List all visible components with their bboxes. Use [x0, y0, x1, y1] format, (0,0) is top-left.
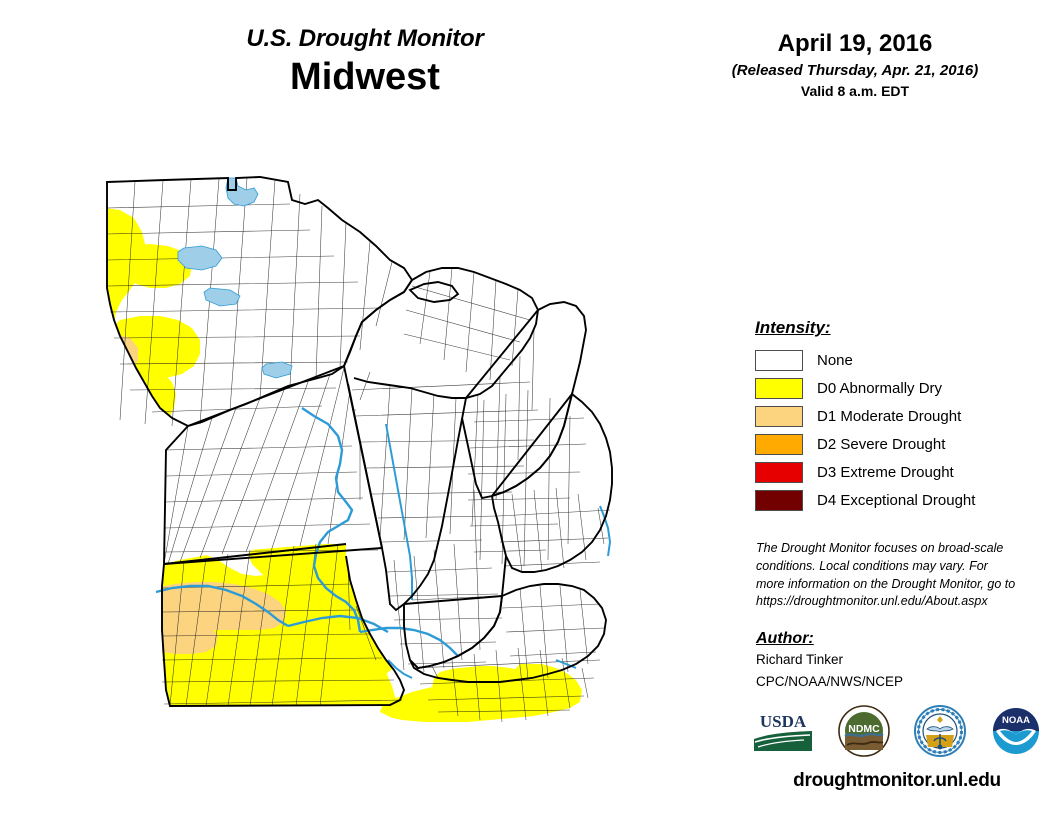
drought-map	[60, 160, 720, 780]
legend-item-none: None	[755, 348, 1015, 372]
legend-title: Intensity:	[755, 318, 831, 337]
author-affiliation: CPC/NOAA/NWS/NCEP	[756, 674, 904, 690]
usda-logo: USDA	[752, 709, 814, 758]
ndmc-logo: NDMC	[838, 704, 890, 762]
drought-area-kentucky-d0	[380, 664, 582, 722]
site-url: droughtmonitor.unl.edu	[793, 770, 1001, 791]
legend-label-d1: D1 Moderate Drought	[817, 407, 962, 425]
author-name: Richard Tinker	[756, 652, 844, 667]
release-date: (Released Thursday, Apr. 21, 2016)	[731, 61, 979, 79]
legend-label-d2: D2 Severe Drought	[817, 435, 946, 453]
water-features	[155, 177, 612, 679]
legend-swatch-d2	[755, 433, 803, 455]
svg-text:NDMC: NDMC	[848, 723, 880, 735]
disclaimer-text: The Drought Monitor focuses on broad-sca…	[756, 541, 1016, 609]
legend-label-d3: D3 Extreme Drought	[817, 463, 954, 481]
drought-area-minnesota-d1	[107, 334, 138, 378]
title-block: U.S. Drought Monitor Midwest	[140, 25, 590, 100]
svg-text:NOAA: NOAA	[1002, 715, 1030, 726]
legend-item-d0: D0 Abnormally Dry	[755, 376, 1015, 400]
valid-time: Valid 8 a.m. EDT	[800, 82, 910, 99]
legend-label-d0: D0 Abnormally Dry	[817, 379, 943, 397]
legend-swatch-d0	[755, 377, 803, 399]
svg-text:USDA: USDA	[760, 712, 807, 731]
county-boundaries	[106, 177, 611, 723]
legend-swatch-none	[755, 349, 803, 371]
legend-swatch-d1	[755, 405, 803, 427]
logo-row: USDA NDMC	[752, 704, 1042, 762]
legend-item-d1: D1 Moderate Drought	[755, 404, 1015, 428]
region-title: Midwest	[290, 56, 440, 99]
intensity-legend: Intensity: None D0 Abnormally Dry D1 Mod…	[755, 318, 1015, 516]
drought-area-missouri-d1	[162, 582, 286, 654]
author-heading: Author:	[756, 630, 814, 647]
author-block: Author: Richard Tinker CPC/NOAA/NWS/NCEP	[756, 630, 1018, 693]
state-boundaries	[106, 176, 613, 707]
legend-swatch-d3	[755, 461, 803, 483]
legend-item-d4: D4 Exceptional Drought	[755, 488, 1015, 512]
valid-date: April 19, 2016	[777, 30, 933, 57]
page-title: U.S. Drought Monitor	[246, 25, 484, 52]
legend-label-none: None	[817, 351, 853, 369]
usdc-noaa-seal	[914, 704, 966, 762]
date-block: April 19, 2016 (Released Thursday, Apr. …	[690, 30, 1020, 99]
legend-label-d4: D4 Exceptional Drought	[817, 491, 976, 509]
legend-swatch-d4	[755, 489, 803, 511]
legend-item-d3: D3 Extreme Drought	[755, 460, 1015, 484]
legend-item-d2: D2 Severe Drought	[755, 432, 1015, 456]
noaa-logo: NOAA	[990, 705, 1042, 762]
